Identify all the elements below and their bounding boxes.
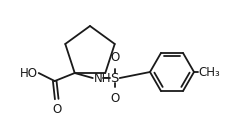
- Text: NH: NH: [94, 72, 111, 84]
- Text: O: O: [110, 92, 119, 105]
- Text: O: O: [110, 51, 119, 64]
- Text: HO: HO: [20, 67, 38, 79]
- Text: S: S: [111, 72, 119, 84]
- Text: CH₃: CH₃: [198, 65, 220, 79]
- Text: O: O: [52, 103, 61, 116]
